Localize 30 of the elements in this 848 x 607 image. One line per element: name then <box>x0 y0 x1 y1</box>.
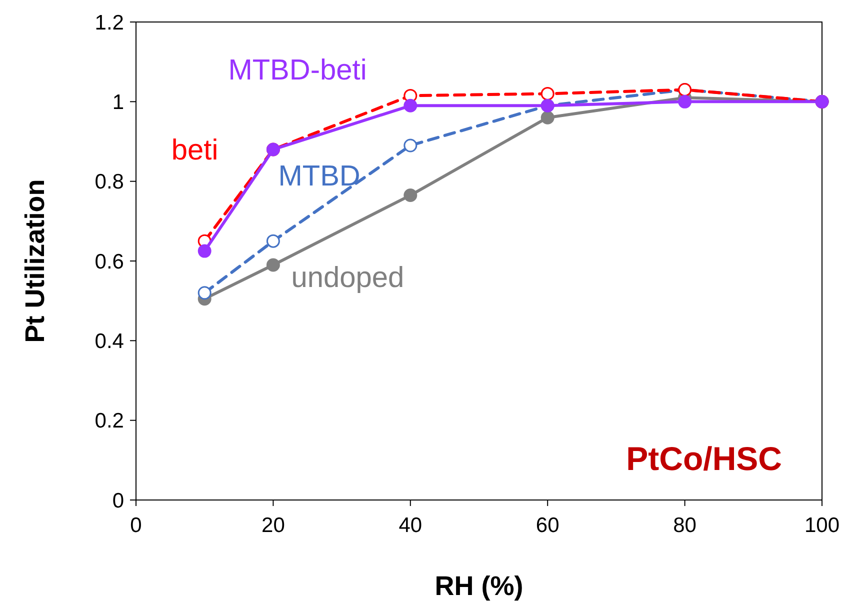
series-label: MTBD-beti <box>228 54 367 86</box>
point <box>198 244 212 258</box>
point <box>404 98 418 112</box>
point <box>404 188 418 202</box>
y-axis-title: Pt Utilization <box>20 179 50 343</box>
y-tick-label: 0.6 <box>94 250 124 274</box>
y-tick-label: 0 <box>112 489 124 512</box>
series-label: MTBD <box>278 160 360 192</box>
x-tick-label: 40 <box>398 514 422 537</box>
series-label: beti <box>171 134 218 166</box>
x-tick-label: 100 <box>804 514 840 537</box>
x-axis-title: RH (%) <box>434 571 524 601</box>
x-tick-label: 80 <box>673 514 696 537</box>
series-label: undoped <box>291 262 404 294</box>
x-tick-label: 0 <box>130 514 142 537</box>
point <box>540 86 554 100</box>
point <box>198 286 212 300</box>
x-tick-label: 60 <box>536 514 560 537</box>
point <box>678 94 692 108</box>
point <box>404 138 418 152</box>
point <box>540 110 554 124</box>
y-tick-label: 0.8 <box>94 170 124 194</box>
y-tick-label: 0.2 <box>94 410 124 433</box>
x-tick-label: 20 <box>262 514 285 537</box>
point <box>266 258 280 272</box>
point <box>266 234 280 248</box>
annotation: PtCo/HSC <box>626 440 782 477</box>
y-tick-label: 1 <box>112 91 124 114</box>
y-tick-label: 1.2 <box>94 11 124 34</box>
y-tick-label: 0.4 <box>94 330 124 354</box>
